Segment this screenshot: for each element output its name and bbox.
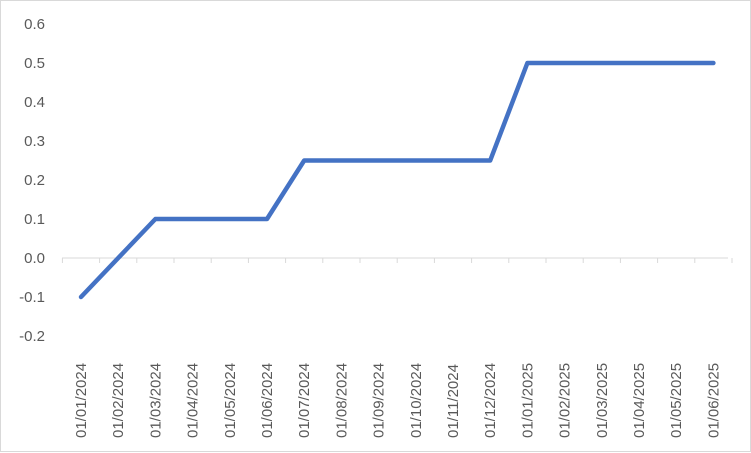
x-tick-label: 01/12/2024 (482, 363, 499, 438)
x-tick-label: 01/02/2024 (110, 363, 127, 438)
x-tick-label: 01/05/2024 (222, 363, 239, 438)
x-tick-label: 01/11/2024 (445, 364, 462, 438)
y-tick-label: 0.3 (24, 133, 45, 150)
y-tick-label: 0.2 (24, 172, 45, 189)
x-tick-label: 01/01/2024 (73, 363, 90, 438)
y-tick-label: 0.5 (24, 55, 45, 72)
y-tick-label: -0.1 (19, 289, 45, 306)
x-tick-label: 01/10/2024 (408, 363, 425, 438)
x-tick-label: 01/03/2024 (147, 363, 164, 438)
x-tick-label: 01/09/2024 (371, 363, 388, 438)
x-tick-label: 01/07/2024 (296, 363, 313, 438)
x-tick-label: 01/03/2025 (594, 363, 611, 438)
y-tick-label: 0.0 (24, 250, 45, 267)
x-tick-label: 01/04/2024 (185, 363, 202, 438)
x-tick-label: 01/05/2025 (668, 363, 685, 438)
y-tick-label: -0.2 (19, 328, 45, 345)
x-tick-label: 01/01/2025 (519, 363, 536, 438)
x-tick-label: 01/06/2025 (705, 363, 722, 438)
x-axis: 01/01/2024 01/02/2024 01/03/2024 01/04/2024… (62, 258, 732, 438)
y-axis: -0.2 -0.1 0.0 0.1 0.2 0.3 0.4 0.5 0.6 (19, 16, 45, 345)
x-tick-label: 01/06/2024 (259, 363, 276, 438)
y-tick-label: 0.6 (24, 16, 45, 33)
x-tick-label: 01/08/2024 (333, 363, 350, 438)
y-tick-label: 0.4 (24, 94, 45, 111)
x-tick-label: 01/04/2025 (631, 363, 648, 438)
y-tick-label: 0.1 (24, 211, 45, 228)
x-tick-label: 01/02/2025 (557, 363, 574, 438)
